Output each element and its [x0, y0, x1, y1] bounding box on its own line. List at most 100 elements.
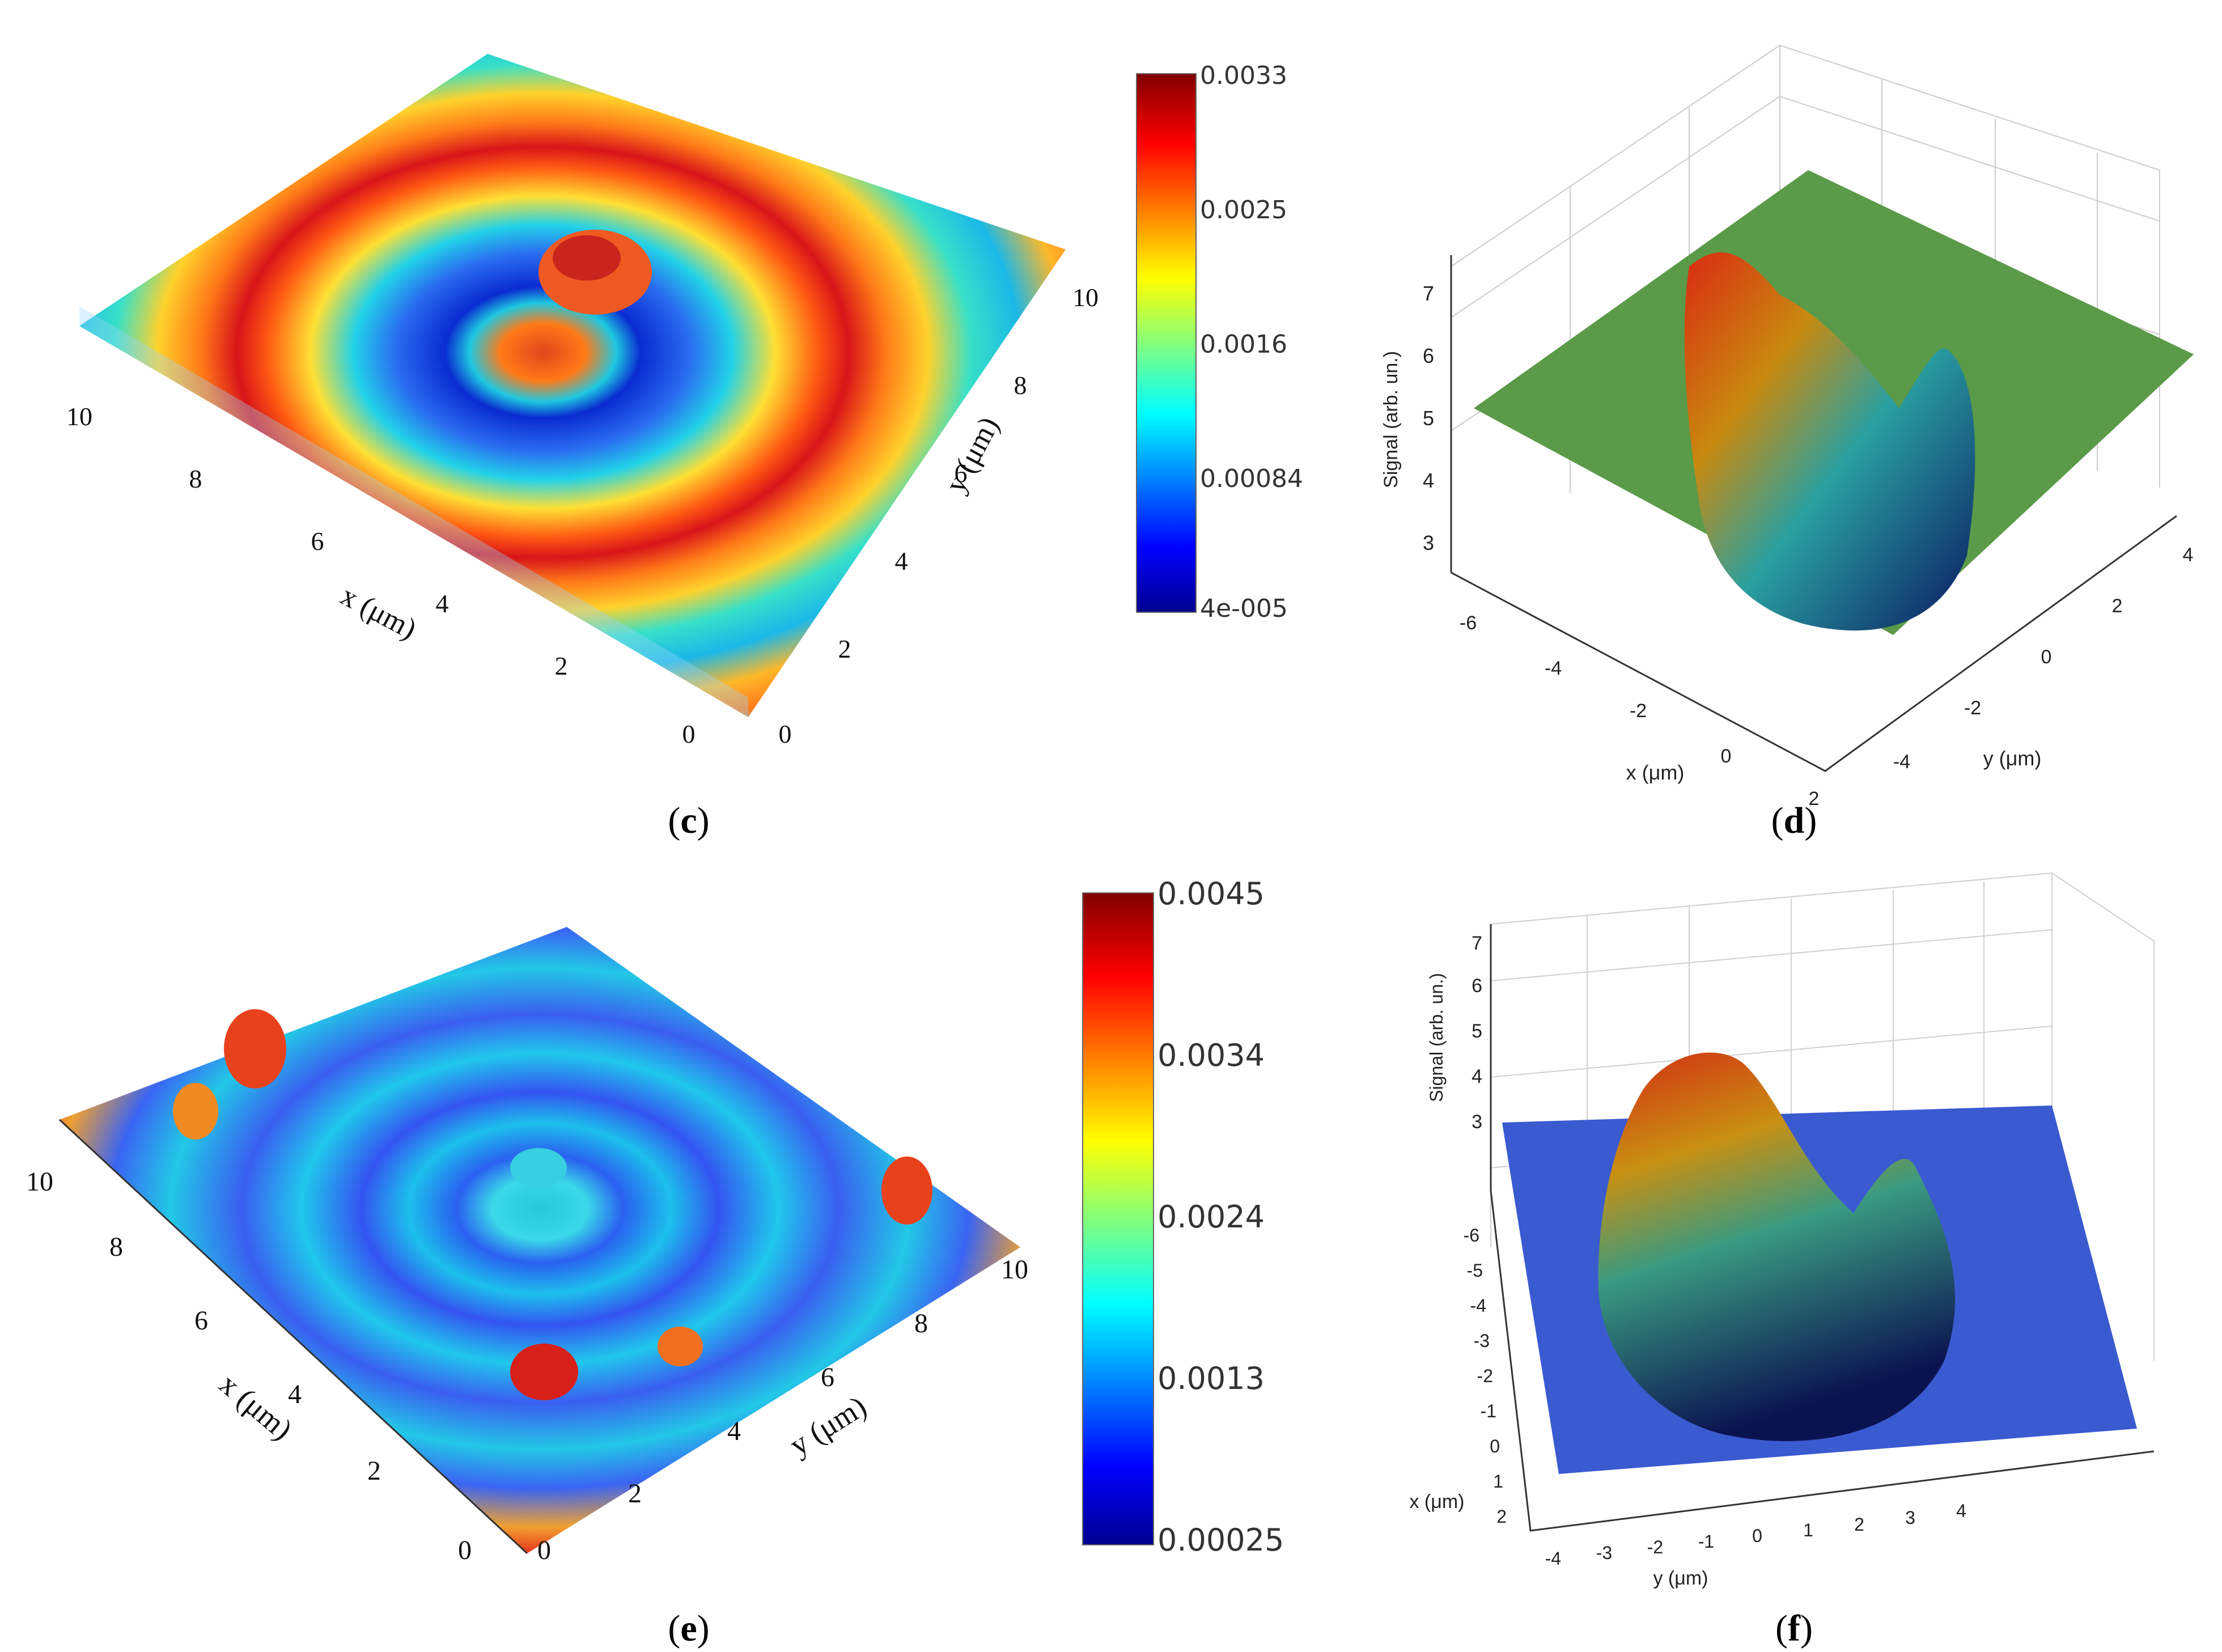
- x-tick-e-5: 10: [26, 1167, 53, 1197]
- y-tick-d-2: 0: [2041, 646, 2052, 668]
- y-tick-e-0: 0: [537, 1535, 551, 1565]
- x-label-e: x (μm): [213, 1367, 299, 1447]
- colorbar-c-box: 0.0033 0.0025 0.0016 0.00084 4e-005: [1136, 61, 1375, 623]
- colorbar-e-tick-3: 0.0013: [1157, 1361, 1265, 1396]
- colorbar-e-tick-2: 0.0024: [1157, 1199, 1265, 1235]
- y-tick-f-1: -3: [1596, 1543, 1612, 1563]
- colorbar-c-tick-2: 0.0016: [1200, 330, 1287, 359]
- colorbar-c-tick-1: 0.0025: [1200, 196, 1287, 224]
- panel-c: 0 2 4 6 8 10 x (μm) 0 2 4 6 8 10 y (μm) …: [0, 0, 1197, 850]
- z-axis-d: 7 6 5 4 3 Signal (arb. un.): [1380, 282, 1434, 554]
- y-tick-e-5: 10: [1001, 1255, 1028, 1285]
- z-tick-f-0: 7: [1472, 933, 1482, 954]
- y-tick-f-5: 1: [1803, 1520, 1813, 1540]
- x-tick-e-3: 6: [194, 1306, 208, 1336]
- z-tick-f-1: 6: [1472, 975, 1482, 997]
- y-tick-d-1: -2: [1964, 697, 1981, 719]
- colorbar-c-tick-4: 4e-005: [1200, 594, 1288, 623]
- y-tick-e-3: 6: [821, 1362, 834, 1392]
- surface-c-side: [79, 306, 748, 717]
- y-tick-f-7: 3: [1905, 1507, 1915, 1528]
- x-tick-f-7: 1: [1493, 1471, 1503, 1492]
- z-axis-f: 7 6 5 4 3 Signal (arb. un.): [1426, 933, 1482, 1133]
- x-tick-f-5: -1: [1481, 1401, 1496, 1421]
- surface-e-peaks: [173, 1009, 932, 1400]
- x-tick-f-1: -5: [1467, 1260, 1483, 1281]
- colorbar-e-tick-0: 0.0045: [1157, 876, 1265, 912]
- z-tick-f-4: 3: [1472, 1111, 1482, 1133]
- y-tick-c-0: 0: [779, 719, 792, 748]
- y-label-f: y (μm): [1653, 1568, 1708, 1589]
- z-label-d: Signal (arb. un.): [1380, 351, 1402, 488]
- z-tick-d-3: 4: [1423, 469, 1434, 492]
- colorbar-c-gradient: [1136, 73, 1197, 613]
- x-tick-e-0: 0: [458, 1535, 472, 1565]
- x-tick-f-2: -4: [1470, 1295, 1486, 1316]
- y-tick-c-5: 10: [1072, 283, 1099, 312]
- x-axis-d: -6 -4 -2 0 2 x (μm): [1460, 612, 1820, 810]
- y-tick-e-2: 4: [727, 1416, 741, 1446]
- axes-f: [1490, 924, 2155, 1532]
- z-tick-d-4: 3: [1423, 531, 1434, 554]
- x-tick-e-2: 4: [288, 1379, 302, 1409]
- surface-plot-e: 0 2 4 6 8 10 x (μm) 0 2 4 6 8 10 y (μm): [26, 927, 1028, 1565]
- z-label-f: Signal (arb. un.): [1426, 973, 1447, 1102]
- colorbar-e-tick-1: 0.0034: [1157, 1037, 1265, 1073]
- colorbar-c-tick-3: 0.00084: [1200, 464, 1303, 493]
- y-label-c: y (μm): [939, 412, 1006, 498]
- x-tick-c-2: 4: [436, 589, 449, 618]
- y-tick-f-2: -2: [1647, 1537, 1663, 1557]
- y-label-e: y (μm): [783, 1389, 872, 1462]
- z-tick-d-2: 5: [1423, 406, 1434, 430]
- surface-c: [79, 54, 1066, 717]
- y-tick-d-0: -4: [1893, 751, 1910, 773]
- y-tick-c-3: 6: [955, 459, 968, 488]
- x-tick-c-3: 6: [311, 527, 324, 556]
- x-tick-d-0: -6: [1460, 612, 1477, 634]
- y-tick-c-4: 8: [1014, 371, 1027, 400]
- y-tick-f-3: -1: [1698, 1531, 1714, 1552]
- y-axis-d: -4 -2 0 2 4 y (μm): [1893, 544, 2194, 773]
- x-tick-d-4: 2: [1809, 788, 1820, 810]
- y-label-d: y (μm): [1983, 747, 2042, 770]
- z-tick-f-2: 5: [1472, 1020, 1482, 1042]
- z-tick-d-1: 6: [1423, 344, 1434, 367]
- y-tick-f-6: 2: [1854, 1514, 1864, 1535]
- surface-plot-d: 7 6 5 4 3 Signal (arb. un.) -6 -4 -2 0 2…: [1380, 44, 2194, 810]
- x-tick-d-2: -2: [1630, 700, 1647, 722]
- y-tick-f-0: -4: [1545, 1548, 1561, 1569]
- panel-e: 0 2 4 6 8 10 x (μm) 0 2 4 6 8 10 y (μm) …: [0, 850, 1077, 1652]
- y-tick-c-1: 2: [838, 634, 851, 663]
- x-tick-f-0: -6: [1464, 1225, 1479, 1246]
- x-tick-e-4: 8: [109, 1232, 123, 1262]
- caption-d: (d): [1771, 800, 1817, 841]
- axes-d: [1450, 255, 2177, 772]
- surface-d-peak: [1684, 252, 1975, 631]
- surface-plot-c: 0 2 4 6 8 10 x (μm) 0 2 4 6 8 10 y (μm): [66, 54, 1197, 748]
- surface-e: [60, 927, 1020, 1553]
- x-label-c: x (μm): [336, 579, 422, 646]
- panel-f: 7 6 5 4 3 Signal (arb. un.) -6 -5 -4 -3 …: [1372, 850, 2222, 1652]
- colorbar-e-tick-4: 0.00025: [1157, 1522, 1284, 1558]
- y-axis-f: -4 -3 -2 -1 0 1 2 3 4 y (μm): [1545, 1501, 1966, 1589]
- y-tick-f-8: 4: [1956, 1501, 1966, 1521]
- y-tick-c-2: 4: [895, 547, 908, 575]
- panel-d: 7 6 5 4 3 Signal (arb. un.) -6 -4 -2 0 2…: [1372, 0, 2222, 850]
- y-tick-e-4: 8: [914, 1308, 928, 1338]
- x-axis-line-e: [58, 1119, 528, 1554]
- x-tick-c-4: 8: [189, 464, 202, 493]
- x-label-f: x (μm): [1409, 1491, 1464, 1513]
- x-axis-f: -6 -5 -4 -3 -2 -1 0 1 2 x (μm): [1409, 1225, 1507, 1527]
- x-label-d: x (μm): [1626, 761, 1685, 784]
- x-tick-d-1: -4: [1545, 658, 1562, 679]
- y-tick-e-1: 2: [628, 1479, 642, 1509]
- caption-e: (e): [668, 1608, 710, 1649]
- y-tick-d-4: 4: [2183, 544, 2194, 566]
- colorbar-c-tick-0: 0.0033: [1200, 61, 1287, 90]
- caption-c: (c): [668, 800, 710, 841]
- x-tick-c-5: 10: [66, 402, 92, 431]
- colorbar-e-box: 0.0045 0.0034 0.0024 0.0013 0.00025: [1082, 876, 1298, 1562]
- x-tick-e-1: 2: [367, 1456, 381, 1486]
- x-tick-f-8: 2: [1496, 1506, 1507, 1527]
- surface-plot-f: 7 6 5 4 3 Signal (arb. un.) -6 -5 -4 -3 …: [1409, 872, 2155, 1589]
